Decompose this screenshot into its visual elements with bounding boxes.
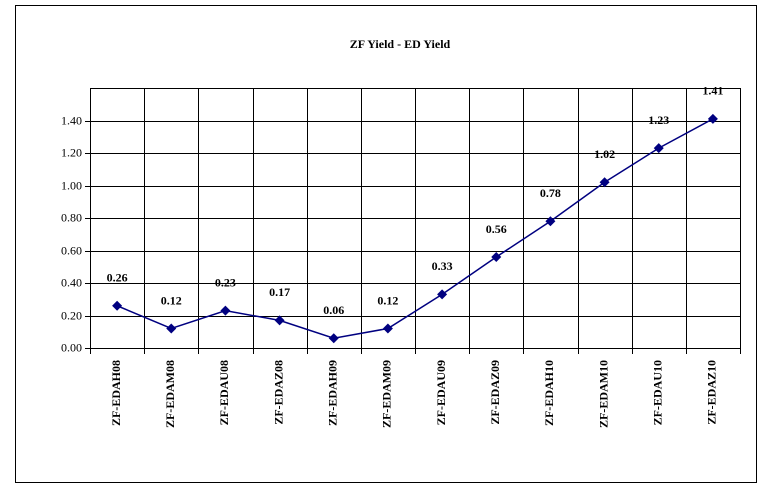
data-point [545, 216, 556, 227]
y-tick-label: 0.80 [61, 210, 82, 224]
data-label: 0.56 [486, 222, 507, 236]
x-tick-label: ZF-EDAM08 [163, 360, 177, 428]
y-tick-label: 1.40 [61, 113, 82, 127]
x-tick-label: ZF-EDAZ09 [488, 360, 502, 425]
chart-title: ZF Yield - ED Yield [350, 37, 451, 51]
x-tick-label: ZF-EDAM09 [380, 360, 394, 428]
data-point [599, 177, 610, 188]
data-label: 0.17 [269, 285, 290, 299]
data-label: 1.23 [648, 113, 669, 127]
x-tick-label: ZF-EDAH10 [542, 360, 556, 426]
data-point [382, 323, 393, 334]
data-point [328, 333, 339, 344]
data-point [220, 305, 231, 316]
data-point [707, 113, 718, 124]
y-tick-label: 1.20 [61, 145, 82, 159]
data-label: 0.12 [161, 293, 182, 307]
data-label: 0.33 [432, 259, 453, 273]
x-tick-label: ZF-EDAZ08 [271, 360, 285, 425]
data-label: 1.41 [702, 84, 723, 98]
y-tick-label: 0.40 [61, 275, 82, 289]
x-tick-label: ZF-EDAU09 [434, 360, 448, 425]
data-point [653, 143, 664, 154]
data-point [437, 289, 448, 300]
x-tick-label: ZF-EDAH08 [109, 360, 123, 426]
data-label: 0.12 [377, 293, 398, 307]
x-tick-label: ZF-EDAU10 [651, 360, 665, 425]
data-point [112, 300, 123, 311]
data-label: 0.23 [215, 275, 236, 289]
x-tick-label: ZF-EDAH09 [326, 360, 340, 426]
data-label: 1.02 [594, 147, 615, 161]
data-label: 0.26 [107, 271, 128, 285]
y-tick-label: 0.00 [61, 340, 82, 354]
line-series [116, 118, 714, 340]
y-tick-label: 0.60 [61, 243, 82, 257]
x-tick-label: ZF-EDAM10 [596, 360, 610, 428]
x-tick-label: ZF-EDAU08 [217, 360, 231, 425]
data-point [166, 323, 177, 334]
x-tick-label: ZF-EDAZ10 [705, 360, 719, 425]
data-label: 0.06 [323, 303, 344, 317]
y-tick-label: 1.00 [61, 178, 82, 192]
data-point [491, 252, 502, 262]
y-tick-label: 0.20 [61, 308, 82, 322]
data-label: 0.78 [540, 186, 561, 200]
data-point [274, 315, 285, 326]
